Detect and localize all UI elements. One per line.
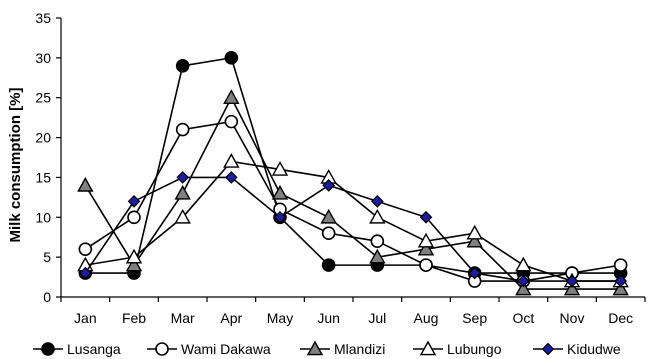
x-tick-label: Jul [368, 310, 386, 326]
data-point [515, 280, 532, 296]
y-tick-label: 25 [35, 90, 51, 106]
legend-label: Lubungo [447, 341, 502, 357]
data-point [174, 184, 191, 200]
y-tick-labels: 0 5 10 15 20 25 30 35 [35, 10, 51, 305]
series-wami-dakawa [78, 114, 628, 288]
legend-item: Wami Dakawa [147, 341, 271, 357]
x-tick-label: Jan [74, 310, 97, 326]
x-tick-label: May [267, 310, 293, 326]
data-point [614, 274, 628, 288]
x-tick-labels: Jan Feb Mar Apr May Jun Jul Aug Sep Oct Nov Dec [74, 310, 633, 326]
data-point [223, 153, 240, 168]
data-point [417, 232, 435, 248]
data-point [516, 274, 530, 288]
series-layer [77, 51, 629, 296]
data-point [271, 184, 289, 200]
y-tick-label: 15 [35, 169, 51, 185]
data-point [466, 232, 483, 248]
x-tick-label: Dec [608, 310, 633, 326]
y-tick-label: 0 [43, 289, 51, 305]
y-tick-label: 20 [35, 130, 51, 146]
data-point [322, 179, 336, 192]
data-point [565, 274, 579, 288]
legend: Lusanga Wami Dakawa Mlandizi Lubungo Kidudwe [33, 340, 621, 357]
data-point [175, 122, 190, 137]
series-lusanga [78, 51, 628, 280]
data-point [127, 210, 141, 225]
series-lubungo [77, 153, 629, 288]
series-line [84, 95, 621, 290]
data-point [419, 210, 433, 224]
x-tick-label: Jun [317, 310, 340, 326]
data-point [466, 224, 483, 240]
data-point [541, 342, 555, 356]
series-line [85, 160, 621, 282]
x-tick-label: Nov [560, 310, 585, 326]
data-point [78, 242, 93, 256]
y-tick-label: 10 [35, 209, 51, 225]
data-point [77, 176, 94, 192]
x-tick-label: Oct [512, 310, 534, 326]
data-point [224, 114, 239, 129]
data-point [369, 208, 386, 224]
data-point [370, 194, 384, 208]
data-point [175, 59, 190, 73]
y-tick-label: 5 [43, 249, 51, 265]
legend-item: Lusanga [33, 341, 121, 357]
data-point [271, 161, 289, 176]
data-point [515, 256, 532, 272]
series-line [85, 56, 621, 274]
data-point [224, 51, 239, 65]
data-point [468, 266, 482, 280]
y-tick-label: 30 [35, 50, 51, 66]
y-axis-label: Milk consumption [%] [7, 88, 24, 243]
data-point [417, 240, 435, 256]
data-point [41, 342, 55, 356]
legend-item: Kidudwe [533, 341, 621, 357]
data-point [125, 248, 143, 264]
data-point [321, 258, 336, 272]
data-point [125, 256, 143, 272]
x-tick-label: Apr [220, 310, 242, 326]
data-point [419, 340, 437, 356]
data-point [320, 208, 337, 224]
axes [56, 17, 646, 302]
data-point [369, 248, 386, 264]
legend-label: Mlandizi [334, 341, 385, 357]
data-point [306, 340, 324, 356]
series-line [84, 120, 621, 282]
data-point [127, 194, 141, 208]
data-point [273, 210, 287, 224]
x-tick-label: Mar [171, 310, 195, 326]
data-point [563, 280, 581, 296]
series-line [84, 176, 621, 282]
data-point [613, 258, 628, 272]
legend-label: Wami Dakawa [181, 341, 271, 357]
x-tick-label: Sep [462, 310, 487, 326]
x-tick-label: Aug [414, 310, 439, 326]
legend-item: Mlandizi [300, 340, 385, 357]
data-point [223, 89, 240, 105]
data-point [419, 258, 433, 272]
series-mlandizi [77, 89, 629, 296]
y-tick-label: 35 [35, 10, 51, 26]
data-point [78, 266, 92, 280]
data-point [155, 342, 169, 356]
x-tick-label: Feb [122, 310, 146, 326]
data-point [174, 208, 191, 224]
data-point [321, 226, 336, 241]
data-point [612, 280, 629, 296]
legend-label: Lusanga [67, 341, 121, 357]
data-point [176, 171, 190, 184]
legend-item: Lubungo [413, 340, 502, 357]
data-point [224, 171, 238, 184]
series-kidudwe [78, 171, 628, 288]
legend-label: Kidudwe [567, 341, 621, 357]
data-point [370, 234, 385, 248]
